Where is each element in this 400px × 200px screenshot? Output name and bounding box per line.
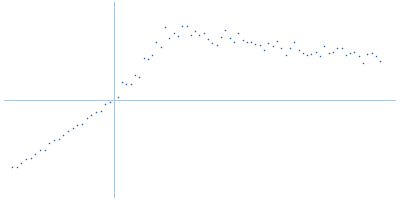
Point [127, 83, 134, 86]
Point [244, 40, 250, 43]
Point [321, 44, 328, 48]
Point [183, 24, 190, 27]
Point [46, 141, 52, 144]
Point [304, 53, 310, 56]
Point [13, 165, 20, 169]
Point [119, 80, 125, 83]
Point [291, 40, 298, 43]
Point [166, 36, 172, 39]
Point [140, 57, 147, 60]
Point [356, 55, 362, 58]
Point [132, 73, 138, 77]
Point [69, 127, 76, 130]
Point [74, 124, 80, 127]
Point [252, 42, 259, 45]
Point [107, 101, 113, 104]
Point [239, 39, 246, 42]
Point [55, 137, 62, 140]
Point [317, 54, 323, 58]
Point [37, 149, 43, 152]
Point [158, 46, 164, 49]
Point [192, 29, 198, 32]
Point [200, 32, 207, 35]
Point [278, 46, 284, 50]
Point [274, 40, 280, 43]
Point [18, 161, 24, 165]
Point [334, 46, 340, 49]
Point [226, 37, 233, 40]
Point [23, 158, 29, 161]
Point [114, 95, 121, 98]
Point [235, 32, 242, 35]
Point [214, 43, 220, 46]
Point [287, 47, 293, 50]
Point [295, 49, 302, 52]
Point [136, 75, 142, 79]
Point [377, 60, 384, 63]
Point [83, 116, 90, 119]
Point [123, 83, 130, 86]
Point [175, 34, 181, 37]
Point [368, 52, 375, 55]
Point [102, 102, 108, 105]
Point [265, 41, 272, 45]
Point [9, 165, 15, 169]
Point [261, 48, 267, 52]
Point [205, 37, 211, 41]
Point [170, 31, 177, 35]
Point [373, 54, 379, 57]
Point [330, 51, 336, 54]
Point [97, 110, 104, 113]
Point [256, 43, 263, 47]
Point [343, 54, 349, 57]
Point [149, 53, 155, 56]
Point [270, 44, 276, 47]
Point [93, 110, 99, 113]
Point [145, 57, 151, 60]
Point [79, 122, 85, 125]
Point [162, 25, 168, 28]
Point [231, 41, 237, 44]
Point [218, 35, 224, 38]
Point [27, 156, 34, 159]
Point [312, 50, 319, 54]
Point [153, 40, 160, 44]
Point [222, 28, 228, 32]
Point [347, 52, 353, 55]
Point [351, 51, 358, 54]
Point [282, 53, 289, 56]
Point [300, 51, 306, 54]
Point [308, 53, 315, 56]
Point [88, 114, 94, 117]
Point [326, 52, 332, 55]
Point [196, 34, 203, 37]
Point [248, 40, 254, 43]
Point [188, 33, 194, 36]
Point [51, 138, 57, 142]
Point [41, 148, 48, 151]
Point [179, 24, 186, 28]
Point [60, 133, 66, 136]
Point [360, 61, 366, 65]
Point [65, 129, 71, 132]
Point [338, 46, 345, 50]
Point [364, 52, 371, 56]
Point [32, 152, 38, 155]
Point [209, 42, 216, 45]
